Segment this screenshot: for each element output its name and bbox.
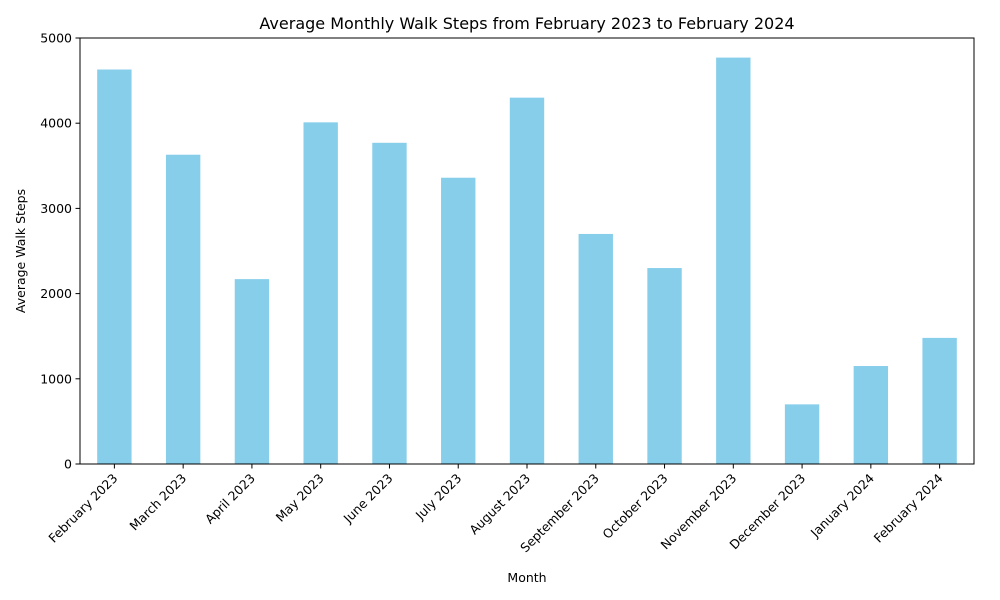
x-tick-label: March 2023	[126, 471, 189, 534]
y-tick-label: 4000	[40, 116, 72, 131]
bar	[165, 154, 201, 464]
plot-frame	[79, 37, 975, 465]
bar	[922, 337, 957, 464]
bar	[97, 69, 132, 465]
y-axis-title: Average Walk Steps	[13, 189, 28, 313]
y-tick-label: 0	[64, 457, 72, 472]
x-axis-title: Month	[507, 570, 546, 585]
bar	[441, 177, 476, 465]
chart-title: Average Monthly Walk Steps from February…	[259, 14, 794, 33]
y-axis: 0 1000 2000 3000 4000 5000	[40, 31, 80, 472]
y-tick-label: 3000	[40, 201, 72, 216]
bars-group	[97, 57, 957, 465]
x-tick-label: January 2024	[807, 470, 877, 540]
y-tick-label: 5000	[40, 31, 72, 46]
x-tick-label: October 2023	[599, 471, 670, 542]
x-tick-label: July 2023	[412, 471, 465, 524]
bar	[716, 57, 751, 464]
x-tick-label: August 2023	[466, 471, 533, 538]
x-tick-label: June 2023	[340, 471, 396, 527]
y-tick-label: 2000	[40, 286, 72, 301]
x-tick-label: April 2023	[202, 471, 258, 527]
x-axis: February 2023 March 2023 April 2023 May 202…	[45, 464, 946, 555]
x-tick-label: February 2023	[45, 471, 120, 546]
bar	[234, 279, 270, 464]
x-tick-label: May 2023	[273, 471, 327, 525]
bar	[372, 142, 407, 465]
x-tick-label: February 2024	[871, 470, 946, 545]
bar	[784, 404, 820, 464]
bar	[578, 233, 613, 464]
bar	[509, 97, 545, 464]
plot-border	[79, 37, 975, 465]
y-tick-label: 1000	[40, 371, 72, 386]
x-tick-label: December 2023	[726, 471, 808, 553]
bar	[303, 122, 338, 464]
bar	[853, 366, 889, 464]
bar	[647, 268, 682, 464]
